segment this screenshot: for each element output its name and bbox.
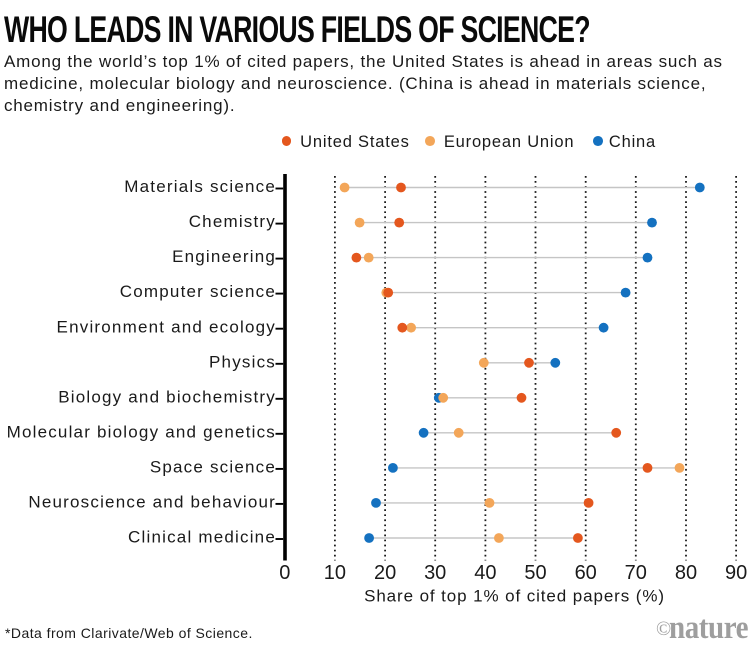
svg-text:80: 80	[675, 562, 697, 584]
svg-text:Space science: Space science	[150, 458, 276, 477]
svg-text:Computer science: Computer science	[120, 282, 276, 301]
svg-text:Molecular biology and genetics: Molecular biology and genetics	[7, 422, 276, 441]
svg-text:Share of top 1% of cited paper: Share of top 1% of cited papers (%)	[364, 587, 665, 606]
svg-text:50: 50	[524, 562, 546, 584]
svg-text:Physics: Physics	[209, 352, 276, 371]
svg-text:70: 70	[625, 562, 647, 584]
svg-text:Materials science: Materials science	[124, 177, 276, 196]
svg-text:30: 30	[424, 562, 446, 584]
svg-text:Engineering: Engineering	[172, 247, 276, 266]
svg-text:Neuroscience and behaviour: Neuroscience and behaviour	[28, 493, 276, 512]
svg-text:20: 20	[374, 562, 396, 584]
svg-text:Biology and biochemistry: Biology and biochemistry	[58, 387, 276, 406]
svg-text:40: 40	[474, 562, 496, 584]
svg-text:Chemistry: Chemistry	[189, 212, 276, 231]
svg-text:60: 60	[575, 562, 597, 584]
svg-text:Environment and ecology: Environment and ecology	[57, 317, 276, 336]
svg-text:90: 90	[725, 562, 747, 584]
svg-text:Clinical medicine: Clinical medicine	[128, 528, 276, 547]
svg-text:0: 0	[279, 562, 290, 584]
svg-text:10: 10	[324, 562, 346, 584]
